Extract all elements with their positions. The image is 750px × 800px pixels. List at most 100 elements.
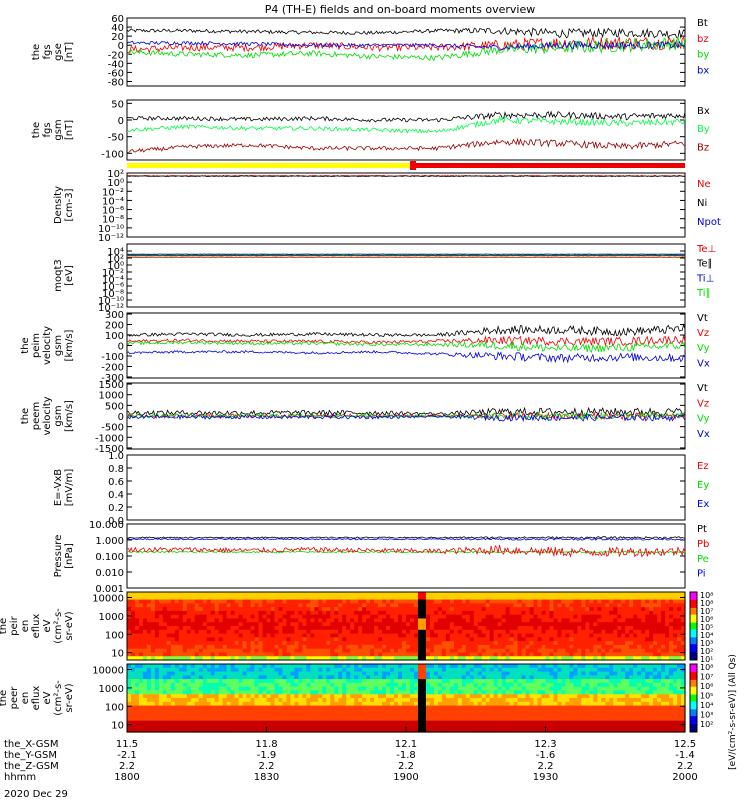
heat-cell <box>517 720 523 726</box>
heat-cell <box>517 637 523 642</box>
heat-cell <box>585 675 590 680</box>
heat-cell <box>206 607 212 612</box>
heat-cell <box>453 679 459 684</box>
heat-cell <box>350 614 355 620</box>
heat-cell <box>609 637 614 642</box>
heat-cell <box>469 603 475 608</box>
heat-cell <box>334 599 339 604</box>
heat-cell <box>505 667 511 673</box>
heat-cell <box>286 633 292 638</box>
heat-cell <box>457 716 463 722</box>
heat-cell <box>170 610 176 616</box>
heat-cell <box>378 648 383 654</box>
heat-cell <box>513 618 519 623</box>
heat-cell <box>390 694 395 699</box>
heat-cell <box>417 637 423 642</box>
heat-cell <box>142 716 148 722</box>
heat-cell <box>198 592 204 597</box>
heat-cell <box>250 724 256 729</box>
legend-entry: Pe <box>697 554 709 565</box>
heat-cell <box>338 709 343 714</box>
heat-cell <box>409 614 415 620</box>
heat-cell <box>354 599 359 604</box>
heat-cell <box>282 728 288 733</box>
heat-cell <box>601 637 606 642</box>
heat-cell <box>469 595 475 601</box>
heat-cell <box>350 728 355 733</box>
heat-cell <box>198 626 204 631</box>
heat-cell <box>390 679 395 684</box>
heat-cell <box>358 713 363 718</box>
y-axis-label-line: [eV] <box>64 265 75 286</box>
heat-cell <box>421 641 427 646</box>
heat-cell <box>533 728 539 733</box>
heat-cell <box>509 607 515 612</box>
heat-cell <box>549 664 555 669</box>
heat-cell <box>441 675 447 680</box>
heat-cell <box>334 675 339 680</box>
heat-cell <box>601 716 606 722</box>
heat-cell <box>146 629 152 635</box>
heat-cell <box>637 626 642 631</box>
heat-cell <box>398 679 403 684</box>
heat-cell <box>493 664 499 669</box>
heat-cell <box>146 599 152 604</box>
heat-cell <box>194 698 200 703</box>
heat-cell <box>561 607 567 612</box>
heat-cell <box>433 667 439 673</box>
heat-cell <box>218 633 224 638</box>
heat-cell <box>417 652 423 657</box>
heat-cell <box>629 633 634 638</box>
heat-cell <box>497 607 503 612</box>
heat-cell <box>445 614 451 620</box>
heat-cell <box>186 656 192 661</box>
heat-cell <box>433 701 439 707</box>
heat-cell <box>573 682 578 688</box>
heat-cell <box>505 724 511 729</box>
heat-cell <box>127 622 132 627</box>
heat-cell <box>386 637 391 642</box>
heat-cell <box>226 629 232 635</box>
y-tick-label: 60 <box>111 14 124 25</box>
heat-cell <box>497 682 503 688</box>
heat-cell <box>186 648 192 654</box>
heat-cell <box>246 728 252 733</box>
heat-cell <box>505 713 511 718</box>
heat-cell <box>561 622 567 627</box>
heat-cell <box>250 656 256 661</box>
heat-cell <box>150 637 156 642</box>
heat-cell <box>362 595 367 601</box>
heat-cell <box>473 644 479 650</box>
heat-cell <box>218 705 224 710</box>
heat-cell <box>549 667 555 673</box>
heat-cell <box>501 671 507 676</box>
heat-cell <box>386 603 391 608</box>
heat-cell <box>190 618 196 623</box>
legend-entry: Te⊥ <box>696 244 716 255</box>
heat-cell <box>178 610 184 616</box>
heat-cell <box>270 664 276 669</box>
heat-cell <box>398 701 403 707</box>
heat-cell <box>186 679 192 684</box>
heat-cell <box>290 671 295 676</box>
heat-cell <box>342 720 347 726</box>
heat-cell <box>457 671 463 676</box>
heat-cell <box>178 675 184 680</box>
heat-cell <box>326 667 331 673</box>
y-tick-label: 500 <box>105 401 124 412</box>
heat-cell <box>194 644 200 650</box>
heat-cell <box>270 705 276 710</box>
heat-cell <box>238 599 244 604</box>
heat-cell <box>302 671 307 676</box>
heat-cell <box>477 595 483 601</box>
heat-cell <box>314 675 319 680</box>
heat-cell <box>437 637 443 642</box>
heat-cell <box>262 629 268 635</box>
heat-cell <box>186 644 192 650</box>
heat-cell <box>378 633 383 638</box>
heat-cell <box>162 713 168 718</box>
heat-cell <box>298 641 303 646</box>
heat-cell <box>218 686 224 692</box>
heat-cell <box>406 644 411 650</box>
heat-cell <box>521 633 527 638</box>
